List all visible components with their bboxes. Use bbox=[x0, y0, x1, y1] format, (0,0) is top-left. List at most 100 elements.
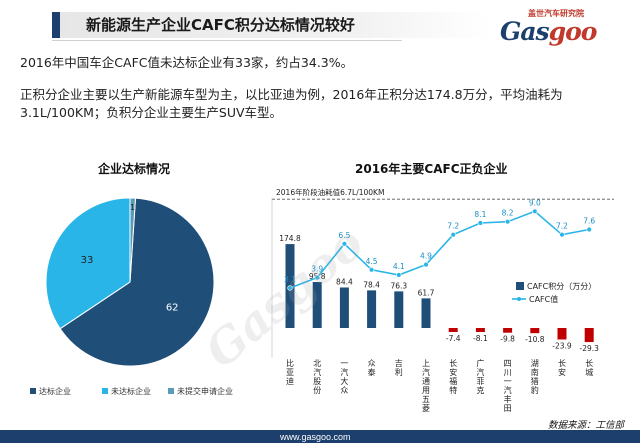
cafc-point-10 bbox=[532, 208, 538, 214]
bar-chart-title: 2016年主要CAFC正负企业 bbox=[355, 162, 508, 176]
pie-slice-1 bbox=[59, 197, 215, 367]
legend-label-line: CAFC值 bbox=[529, 294, 558, 304]
cafc-value-label-7: 7.2 bbox=[447, 222, 459, 231]
cafc-value-label-5: 4.1 bbox=[393, 262, 405, 271]
cafc-value-label-8: 8.1 bbox=[474, 210, 486, 219]
category-label-6-6: 菱 bbox=[422, 403, 430, 413]
pie-slice-2 bbox=[45, 197, 131, 330]
category-label-11-2: 安 bbox=[558, 367, 566, 377]
category-label-2-2: 汽 bbox=[313, 367, 321, 377]
bar-value-label-4: 78.4 bbox=[363, 280, 380, 289]
bar-value-label-8: -8.1 bbox=[473, 334, 488, 343]
category-label-12-2: 城 bbox=[585, 368, 593, 377]
pie-legend-label-2: 未达标企业 bbox=[111, 386, 151, 396]
category-label-6-1: 上 bbox=[422, 359, 430, 368]
category-label-10-2: 南 bbox=[531, 367, 539, 377]
category-label-7-4: 特 bbox=[449, 385, 457, 395]
bar-12 bbox=[584, 328, 594, 343]
category-label-1-1: 比 bbox=[286, 358, 294, 368]
category-label-11-1: 长 bbox=[558, 358, 566, 368]
legend-swatch-line-dot bbox=[517, 297, 521, 301]
category-label-9-6: 田 bbox=[504, 404, 512, 413]
bar-value-label-10: -10.8 bbox=[525, 335, 545, 344]
category-label-8-2: 汽 bbox=[476, 367, 484, 377]
category-label-3-3: 大 bbox=[340, 376, 348, 386]
cafc-value-label-3: 6.5 bbox=[338, 231, 350, 240]
pie-label-2: 33 bbox=[81, 255, 94, 266]
category-label-9-4: 汽 bbox=[504, 385, 512, 395]
bar-7 bbox=[448, 328, 458, 332]
page-title: 新能源生产企业CAFC积分达标情况较好 bbox=[86, 16, 355, 34]
cafc-value-label-11: 7.2 bbox=[556, 222, 568, 231]
category-label-3-1: 一 bbox=[340, 359, 348, 368]
bar-value-label-9: -9.8 bbox=[500, 335, 515, 344]
pie-slice-3 bbox=[129, 197, 137, 283]
logo-tagline: 盖世汽车研究院 bbox=[528, 9, 584, 18]
category-label-9-1: 四 bbox=[504, 359, 512, 368]
pie-chart: 62 33 1 达标企业 未达标企业 未提交申请企业 bbox=[30, 197, 233, 396]
category-label-1-2: 亚 bbox=[286, 368, 294, 377]
cafc-value-label-1: 3.1 bbox=[284, 275, 296, 284]
cafc-point-3 bbox=[341, 241, 348, 247]
cafc-point-2 bbox=[314, 274, 320, 281]
cafc-point-7 bbox=[450, 231, 456, 238]
cafc-point-12 bbox=[586, 226, 592, 233]
bar-value-label-5: 76.3 bbox=[390, 281, 407, 290]
category-label-7-1: 长 bbox=[449, 358, 457, 368]
cafc-line bbox=[289, 210, 590, 289]
summary-text-2: 正积分企业主要以生产新能源车型为主，以比亚迪为例，2016年正积分达174.8万… bbox=[20, 87, 563, 120]
pie-legend-label-3: 未提交申请企业 bbox=[177, 386, 233, 396]
category-label-2-3: 股 bbox=[313, 377, 321, 386]
bar-10 bbox=[530, 328, 540, 334]
footer-bar bbox=[0, 430, 640, 443]
cafc-value-label-2: 3.9 bbox=[311, 265, 323, 274]
logo-word-a: Gas bbox=[500, 17, 550, 46]
cafc-point-4 bbox=[368, 267, 375, 273]
bar-5 bbox=[394, 291, 404, 328]
cafc-value-label-6: 4.9 bbox=[420, 252, 432, 261]
pie-label-3: 1 bbox=[130, 203, 135, 212]
pie-legend-swatch-1 bbox=[30, 388, 36, 394]
data-source: 数据来源：工信部 bbox=[548, 420, 625, 431]
cafc-point-11 bbox=[559, 231, 565, 238]
bar-6 bbox=[421, 298, 431, 328]
gasgoo-logo: 盖世汽车研究院 Gasgoo bbox=[500, 8, 632, 46]
title-underline bbox=[52, 40, 402, 41]
category-label-10-4: 豹 bbox=[531, 385, 539, 395]
category-label-2-4: 份 bbox=[313, 385, 321, 395]
legend-label-bar: CAFC积分（万分） bbox=[527, 281, 596, 291]
cafc-value-label-10: 9.0 bbox=[529, 198, 541, 207]
bar-9 bbox=[503, 328, 513, 333]
category-label-5-1: 吉 bbox=[395, 359, 403, 368]
category-label-6-2: 汽 bbox=[422, 367, 430, 377]
bar-3 bbox=[339, 287, 349, 328]
category-label-8-1: 广 bbox=[476, 358, 484, 368]
category-label-4-2: 泰 bbox=[368, 367, 376, 377]
category-label-3-2: 汽 bbox=[340, 367, 348, 377]
reference-line-label: 2016年阶段油耗值6.7L/100KM bbox=[276, 187, 384, 197]
category-label-7-2: 安 bbox=[449, 367, 457, 377]
category-label-10-1: 湖 bbox=[531, 359, 539, 368]
category-label-2-1: 北 bbox=[313, 359, 321, 368]
category-label-9-2: 川 bbox=[504, 368, 512, 377]
pie-chart-title: 企业达标情况 bbox=[98, 162, 171, 176]
category-label-4-1: 众 bbox=[368, 359, 376, 368]
bar-value-label-1: 174.8 bbox=[279, 234, 301, 243]
category-label-9-3: 一 bbox=[504, 377, 512, 386]
summary-text-1: 2016年中国车企CAFC值未达标企业有33家，约占34.3%。 bbox=[20, 55, 354, 70]
category-label-7-3: 福 bbox=[449, 377, 457, 386]
pie-label-1: 62 bbox=[166, 302, 179, 313]
bar-11 bbox=[557, 328, 567, 340]
category-label-6-5: 五 bbox=[422, 395, 430, 404]
title-accent bbox=[52, 12, 60, 38]
category-label-1-3: 迪 bbox=[286, 376, 294, 386]
cafc-point-6 bbox=[423, 261, 429, 268]
cafc-value-label-4: 4.5 bbox=[366, 257, 378, 266]
cafc-value-label-9: 8.2 bbox=[502, 209, 514, 218]
bar-value-label-12: -29.3 bbox=[579, 344, 599, 353]
bar-chart: 2016年阶段油耗值6.7L/100KM174.8比亚迪95.8北汽股份84.4… bbox=[271, 187, 614, 413]
bar-8 bbox=[475, 328, 485, 332]
pie-legend-label-1: 达标企业 bbox=[39, 386, 71, 396]
legend-swatch-bar bbox=[516, 282, 524, 290]
pie-legend-swatch-3 bbox=[168, 388, 174, 394]
